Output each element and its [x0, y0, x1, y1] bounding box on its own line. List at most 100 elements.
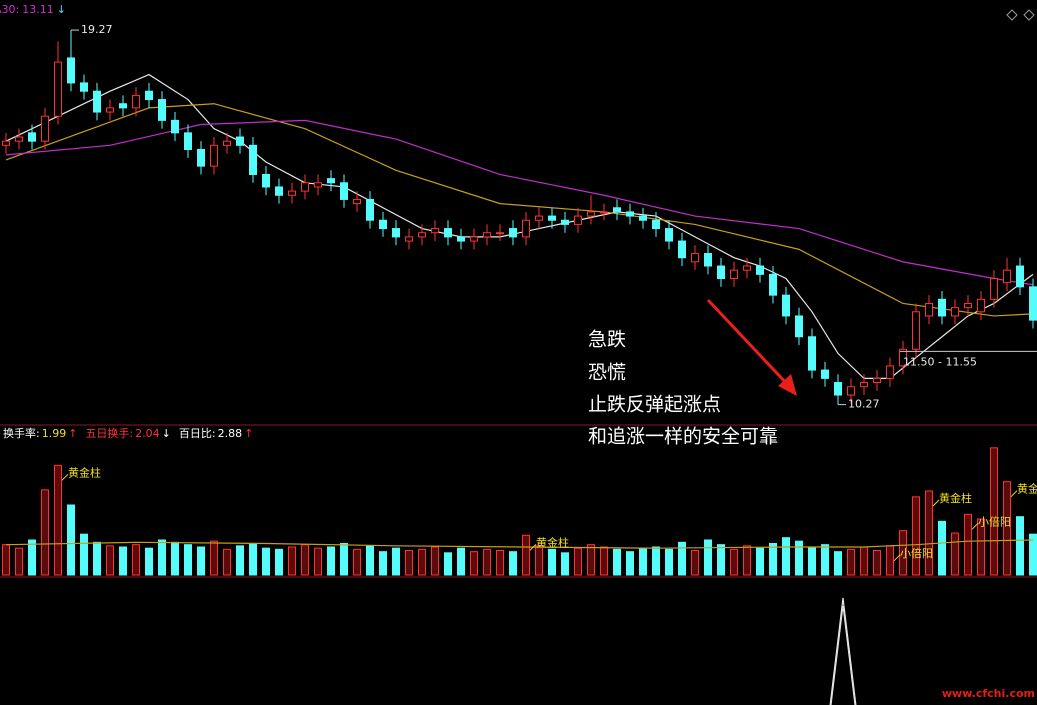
candle-body [509, 228, 517, 238]
volume-bar [977, 518, 985, 576]
indicator-header-item: ↑ [244, 427, 253, 440]
volume-bar [730, 548, 738, 576]
candle-body [626, 211, 634, 217]
marker-label: 黄金柱 [68, 465, 101, 479]
candle-body [184, 132, 192, 150]
volume-bar [379, 551, 387, 576]
volume-bar [392, 547, 400, 576]
candle-body [938, 298, 946, 317]
moving-average-line [5, 119, 1034, 286]
candle-body [93, 90, 101, 113]
volume-bar [886, 545, 894, 576]
ma-arrow: ↓ [57, 3, 66, 16]
annotation-label: 10.27 [848, 398, 880, 411]
candle-body [457, 236, 465, 242]
candle-body [535, 215, 543, 221]
candle-body [262, 173, 270, 188]
volume-bar [691, 550, 699, 576]
annotation-note: 止跌反弹起涨点 [588, 394, 721, 416]
indicator-header-item: 1.99 [42, 427, 67, 440]
candle-body [223, 140, 231, 146]
candle-body [41, 115, 49, 142]
indicator-header-item: ↓ [162, 427, 171, 440]
volume-bar [262, 547, 270, 576]
candle-body [366, 198, 374, 221]
volume-bar [353, 548, 361, 576]
volume-bar [28, 539, 36, 576]
volume-bar [197, 546, 205, 576]
volume-bar [80, 533, 88, 576]
volume-bar [249, 543, 257, 576]
candle-body [2, 140, 10, 146]
toolbar-icons [1006, 9, 1035, 21]
candle-body [951, 307, 959, 317]
volume-bar [613, 548, 621, 576]
candle-body [470, 236, 478, 242]
volume-bar [145, 547, 153, 576]
volume-bar [769, 543, 777, 576]
candle-body [106, 107, 114, 113]
volume-bar [236, 545, 244, 576]
candle-body [314, 182, 322, 188]
candle-body [964, 302, 972, 309]
candle-body [483, 232, 491, 238]
candle-body [145, 90, 153, 101]
volume-bar [327, 546, 335, 576]
volume-bar [67, 504, 75, 576]
candle-body [756, 265, 764, 275]
candle-body [496, 232, 504, 235]
candle-body [522, 219, 530, 238]
volume-bar [119, 546, 127, 576]
volume-bar [366, 545, 374, 576]
volume-bar [457, 547, 465, 576]
indicator-header-item: 2.04 [135, 427, 160, 440]
candle-body [587, 211, 595, 217]
candle-body [340, 182, 348, 200]
candle-body [1003, 269, 1011, 284]
candle-body [54, 61, 62, 117]
volume-bar [717, 544, 725, 576]
volume-bar [938, 520, 946, 576]
volume-bar [678, 541, 686, 576]
marker-pointer [1010, 490, 1018, 498]
candle-body [418, 232, 426, 238]
candle-body [808, 336, 816, 371]
volume-bar [522, 534, 530, 576]
volume-bar [951, 532, 959, 576]
candle-body [912, 311, 920, 350]
volume-bar [2, 544, 10, 576]
volume-bar [782, 537, 790, 576]
candle-body [990, 278, 998, 300]
volume-bar [873, 550, 881, 576]
volume-bar [665, 548, 673, 576]
volume-bar [93, 541, 101, 576]
volume-bar [509, 551, 517, 576]
volume-bar [444, 552, 452, 576]
volume-bar [405, 550, 413, 576]
range-label: 11.50 - 11.55 [903, 355, 977, 368]
candle-body [132, 94, 140, 109]
watermark: www.cfchi.com [942, 687, 1035, 700]
candle-body [301, 182, 309, 192]
candle-body [873, 377, 881, 384]
volume-bar [860, 546, 868, 576]
volume-bar [132, 544, 140, 576]
marker-pointer [971, 522, 979, 530]
candle-body [236, 136, 244, 146]
candle-body [821, 369, 829, 379]
candle-body [925, 302, 933, 317]
indicator-header-item: 五日换手: [85, 426, 133, 440]
marker-label: 小倍阳 [900, 546, 933, 560]
candle-body [600, 211, 608, 214]
candle-body [353, 198, 361, 205]
volume-bar [54, 464, 62, 576]
candle-body [379, 219, 387, 230]
volume-bar [912, 496, 920, 576]
candle-body [28, 132, 36, 142]
volume-bar [535, 545, 543, 576]
volume-bar [639, 547, 647, 576]
candle-body [769, 273, 777, 296]
volume-bar [756, 547, 764, 576]
